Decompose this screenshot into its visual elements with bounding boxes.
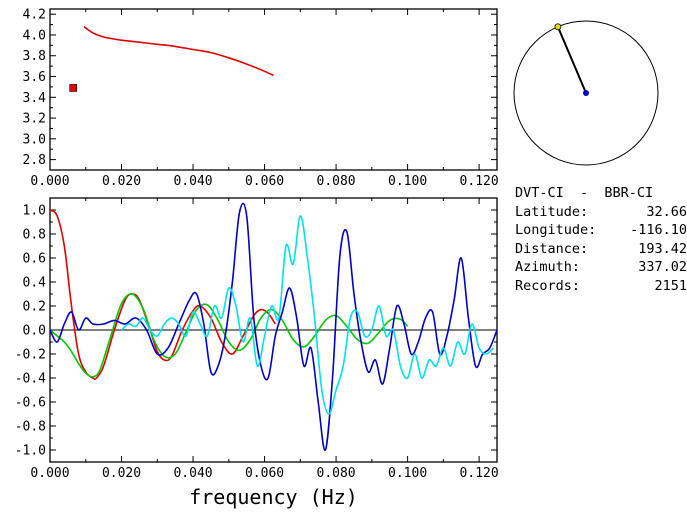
longitude-value: -116.10 [630, 222, 687, 238]
azimuth-label: Azimuth: [515, 259, 581, 275]
dial-circle [513, 20, 659, 166]
top-x-tick-label: 0.120 [460, 174, 499, 189]
bottom-y-tick-label: 0.8 [23, 228, 46, 243]
latitude-label: Latitude: [515, 203, 589, 220]
bottom-y-tick-label: 0.4 [23, 276, 47, 291]
top-x-tick-label: 0.060 [245, 174, 284, 189]
x-axis-label: frequency (Hz) [189, 485, 358, 509]
bottom-x-tick-label: 0.020 [102, 466, 141, 481]
bottom-y-tick-label: 0.2 [23, 300, 46, 315]
center-dot [583, 90, 589, 96]
top-y-tick-label: 3.0 [23, 132, 46, 147]
azimuth-value: 337.02 [638, 259, 687, 275]
info-latitude: Latitude: 32.66 [515, 203, 687, 222]
station-pair: DVT-CI - BBR-CI [515, 185, 654, 201]
bottom-series-red [49, 209, 276, 380]
bottom-x-tick-label: 0.080 [317, 466, 356, 481]
top-x-tick-label: 0.080 [317, 174, 356, 189]
bottom-series-green [49, 293, 409, 378]
distance-label: Distance: [515, 240, 589, 257]
bottom-y-tick-label: -0.4 [15, 372, 46, 387]
top-y-tick-label: 3.6 [23, 70, 46, 85]
info-azimuth: Azimuth: 337.02 [515, 258, 687, 277]
top-y-tick-label: 3.2 [23, 112, 46, 127]
longitude-label: Longitude: [515, 222, 597, 238]
bottom-series-blue [49, 202, 498, 451]
bottom-y-tick-label: -0.6 [15, 396, 46, 411]
bottom-y-tick-label: 1.0 [23, 204, 46, 219]
top-marker [69, 84, 78, 92]
bottom-y-tick-label: 0.6 [23, 252, 46, 267]
top-x-tick-label: 0.020 [102, 174, 141, 189]
station-info-panel: DVT-CI - BBR-CI Latitude: 32.66 Longitude… [515, 184, 687, 295]
station-dot [554, 23, 562, 31]
top-y-tick-label: 3.8 [23, 49, 46, 64]
info-records: Records: 2151 [515, 277, 687, 296]
distance-value: 193.42 [638, 240, 687, 257]
top-y-tick-label: 4.0 [23, 28, 46, 43]
azimuth-needle [556, 26, 587, 94]
records-label: Records: [515, 277, 581, 294]
bottom-series-cyan [120, 215, 494, 415]
bottom-x-tick-label: 0.040 [173, 466, 212, 481]
info-distance: Distance: 193.42 [515, 240, 687, 259]
bottom-y-tick-label: -0.2 [15, 348, 46, 363]
top-y-tick-label: 4.2 [23, 8, 46, 23]
bottom-x-tick-label: 0.000 [30, 466, 69, 481]
records-value: 2151 [654, 277, 687, 294]
bottom-y-tick-label: -1.0 [15, 444, 46, 459]
top-series-red [83, 26, 274, 77]
bottom-y-tick-label: -0.8 [15, 420, 46, 435]
latitude-value: 32.66 [646, 203, 687, 220]
top-x-tick-label: 0.000 [30, 174, 69, 189]
top-x-tick-label: 0.040 [173, 174, 212, 189]
top-x-tick-label: 0.100 [388, 174, 427, 189]
top-y-tick-label: 2.8 [23, 153, 46, 168]
bottom-x-tick-label: 0.100 [388, 466, 427, 481]
correlation-plot: 0.000 0.020 0.040 0.060 0.080 0.100 0.120 -1.0 -… [15, 197, 499, 509]
azimuth-dial [513, 20, 659, 166]
phase-velocity-plot: 0.000 0.020 0.040 0.060 0.080 0.100 0.120 2.8 3.… [23, 8, 499, 189]
top-plot-frame [49, 8, 498, 171]
bottom-x-tick-label: 0.120 [460, 466, 499, 481]
info-longitude: Longitude: -116.10 [515, 221, 687, 240]
bottom-x-tick-label: 0.060 [245, 466, 284, 481]
bottom-y-tick-label: 0.0 [23, 324, 46, 339]
top-y-tick-label: 3.4 [23, 91, 47, 106]
